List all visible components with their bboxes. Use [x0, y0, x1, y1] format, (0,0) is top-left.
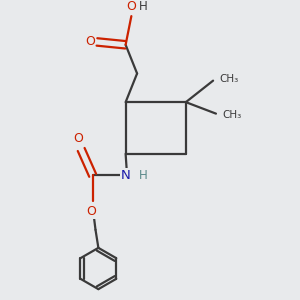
Text: O: O	[126, 0, 136, 14]
Text: CH₃: CH₃	[222, 110, 242, 120]
Text: H: H	[139, 169, 147, 182]
Text: O: O	[74, 132, 83, 145]
Text: H: H	[139, 0, 147, 14]
Text: O: O	[85, 35, 95, 48]
Text: O: O	[86, 206, 96, 218]
Text: N: N	[121, 169, 130, 182]
Text: CH₃: CH₃	[219, 74, 238, 84]
